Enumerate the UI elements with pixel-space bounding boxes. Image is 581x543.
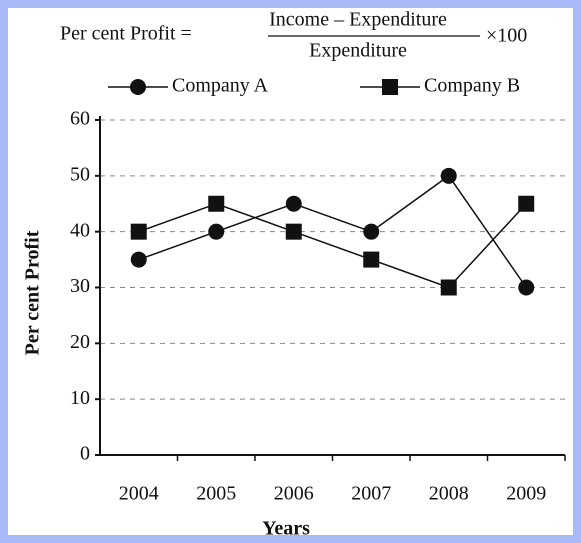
x-tick-label: 2009 [506, 483, 546, 505]
legend-label: Company B [424, 75, 520, 97]
chart: Per cent Profit = Income – Expenditure E… [22, 9, 566, 535]
x-tick-label: 2005 [196, 483, 236, 505]
x-tick-label: 2008 [429, 483, 469, 505]
y-tick-label: 30 [70, 275, 90, 297]
series-line [138, 174, 527, 288]
y-tick-label: 10 [70, 387, 90, 409]
marker [363, 251, 380, 268]
marker [440, 279, 457, 296]
marker [130, 223, 147, 240]
marker [518, 279, 535, 296]
y-axis-label: Per cent Profit [22, 230, 44, 355]
x-tick-label: 2006 [274, 483, 314, 505]
title-right: ×100 [486, 25, 527, 47]
marker [440, 167, 457, 184]
y-tick-label: 50 [70, 163, 90, 185]
y-tick-label: 20 [70, 331, 90, 353]
title-denominator: Expenditure [309, 40, 407, 62]
marker [285, 223, 302, 240]
title-left: Per cent Profit = [60, 23, 192, 45]
marker [363, 223, 380, 240]
marker [130, 251, 147, 268]
x-tick-label: 2004 [119, 483, 159, 505]
y-tick-label: 60 [70, 108, 90, 130]
y-tick-label: 0 [80, 443, 90, 465]
marker [208, 195, 225, 212]
x-axis-label: Years [262, 518, 310, 535]
marker [518, 195, 535, 212]
marker [130, 79, 146, 95]
y-tick-label: 40 [70, 219, 90, 241]
marker [285, 195, 302, 212]
title-numerator: Income – Expenditure [269, 9, 447, 31]
legend-label: Company A [172, 75, 269, 97]
marker [208, 223, 225, 240]
x-tick-label: 2007 [351, 483, 391, 505]
marker [382, 79, 398, 95]
series-line [138, 202, 527, 289]
